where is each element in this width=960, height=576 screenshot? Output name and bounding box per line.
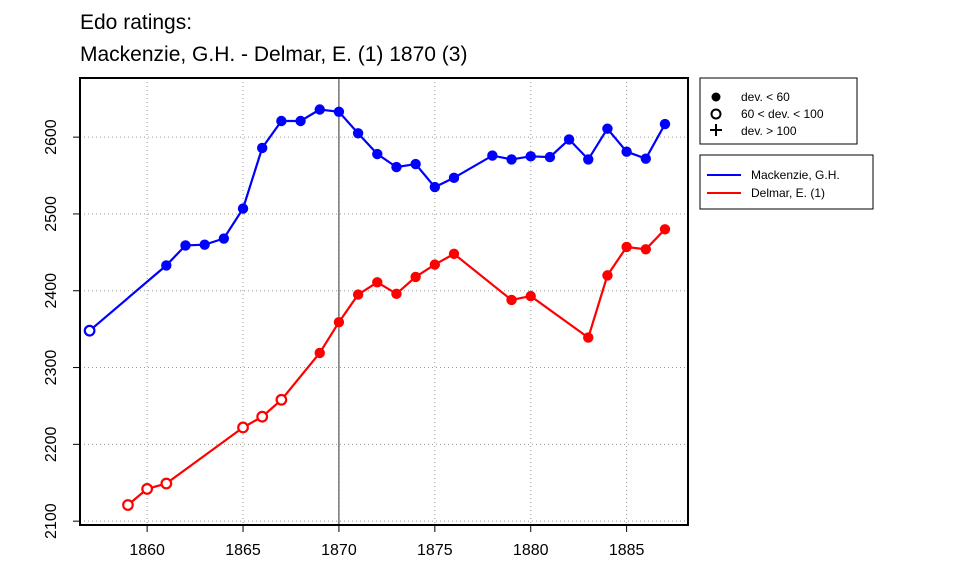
y-tick-label: 2500 (43, 196, 60, 232)
data-point (640, 244, 652, 255)
x-tick-label: 1860 (129, 542, 165, 559)
data-point (621, 241, 632, 253)
x-axis: 1860 1865 1870 1875 1880 1885 (129, 525, 645, 559)
data-point (583, 332, 594, 343)
symbol-legend: dev. < 60 60 < dev. < 100 dev. > 100 (699, 77, 858, 145)
data-point (429, 259, 441, 270)
data-point (352, 289, 364, 300)
data-point (410, 271, 421, 283)
legend-label-dev-60-100: 60 < dev. < 100 (741, 107, 824, 121)
data-point (218, 233, 230, 244)
y-tick-label: 2200 (43, 426, 60, 462)
data-point (602, 270, 613, 281)
data-point (237, 203, 249, 214)
data-point (659, 118, 671, 130)
x-tick-label: 1880 (513, 542, 549, 559)
data-point (563, 134, 575, 145)
data-point (372, 148, 383, 160)
legend-label-delmar: Delmar, E. (1) (751, 186, 825, 200)
data-point (602, 123, 613, 134)
data-point (275, 393, 288, 406)
data-point (640, 153, 652, 164)
y-axis: 2100 2200 2300 2400 2500 2600 (43, 119, 80, 539)
data-point (391, 288, 402, 300)
x-tick-label: 1865 (225, 542, 261, 559)
chart-title-line1: Edo ratings: (80, 11, 192, 34)
series-0 (83, 104, 671, 337)
data-point (429, 181, 441, 193)
series-legend-box (699, 154, 874, 210)
series-legend: Mackenzie, G.H. Delmar, E. (1) (699, 154, 874, 210)
legend-filled-circle-icon (711, 92, 721, 102)
data-point (333, 317, 345, 328)
data-point (448, 248, 460, 260)
data-point (141, 483, 154, 495)
data-point (544, 151, 556, 163)
data-point (506, 294, 517, 306)
data-point (391, 161, 402, 173)
data-point (659, 224, 671, 235)
data-point (525, 151, 536, 162)
data-point (314, 347, 325, 359)
data-point (295, 115, 306, 127)
data-point (160, 477, 173, 490)
data-point (257, 142, 268, 154)
data-point (276, 115, 287, 127)
series-line (88, 108, 666, 332)
legend-label-mackenzie: Mackenzie, G.H. (751, 168, 840, 182)
y-tick-label: 2600 (43, 119, 60, 155)
legend-open-circle-icon (710, 108, 722, 120)
data-point (314, 104, 325, 115)
series-layer (83, 104, 671, 511)
plot-frame (79, 77, 689, 526)
y-tick-label: 2400 (43, 273, 60, 309)
x-tick-label: 1870 (321, 542, 357, 559)
legend-plus-icon (710, 124, 722, 136)
data-point (525, 290, 536, 302)
data-point (372, 277, 383, 288)
data-point (256, 410, 269, 423)
data-point (333, 106, 345, 117)
data-point (621, 146, 632, 157)
data-point (161, 260, 172, 271)
data-point (122, 499, 134, 511)
y-tick-label: 2300 (43, 350, 60, 386)
x-tick-label: 1875 (417, 542, 453, 559)
data-point (506, 154, 517, 165)
y-tick-label: 2100 (43, 503, 60, 539)
data-point (237, 421, 249, 434)
data-point (448, 172, 460, 184)
legend-label-dev-lt-60: dev. < 60 (741, 90, 790, 104)
symbol-legend-box (699, 77, 858, 145)
legend-label-dev-gt-100: dev. > 100 (741, 124, 797, 138)
data-point (199, 239, 210, 250)
x-tick-label: 1885 (609, 542, 645, 559)
data-point (410, 158, 421, 170)
series-1 (122, 224, 671, 511)
data-point (352, 128, 364, 139)
data-point (487, 150, 498, 161)
data-point (180, 240, 191, 251)
data-point (83, 324, 96, 337)
data-point (583, 154, 594, 165)
chart-title-line2: Mackenzie, G.H. - Delmar, E. (1) 1870 (3… (80, 43, 467, 66)
